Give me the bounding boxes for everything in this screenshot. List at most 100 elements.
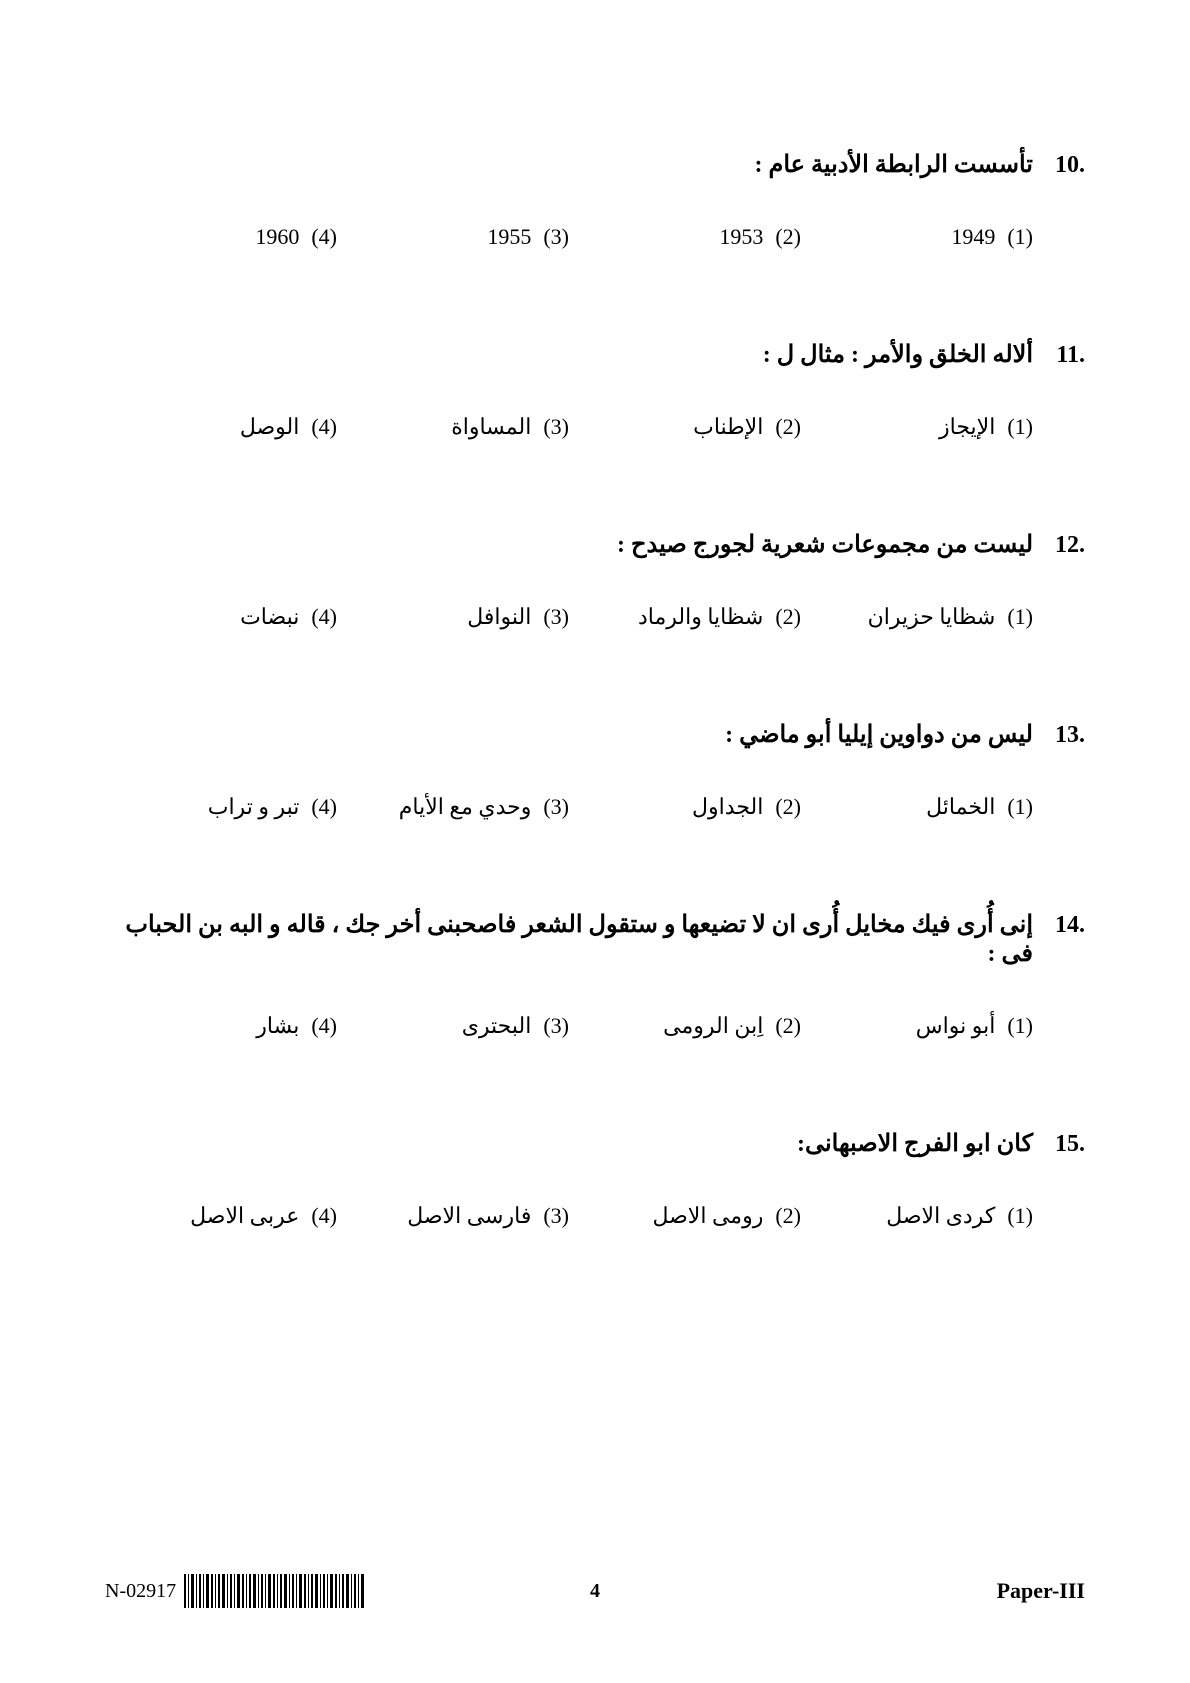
option-number: (2) bbox=[775, 794, 801, 820]
option-text: 1949 bbox=[951, 224, 995, 250]
option-number: (3) bbox=[543, 1203, 569, 1229]
option-number: (1) bbox=[1007, 794, 1033, 820]
question-line: .12 ليست من مجموعات شعرية لجورج صيدح : bbox=[105, 530, 1085, 559]
option-1: (1) 1949 bbox=[801, 224, 1033, 250]
question-13: .13 ليس من دواوين إيليا أبو ماضي : (1) ا… bbox=[105, 720, 1085, 820]
option-3: (3) النوافل bbox=[337, 604, 569, 630]
option-number: (1) bbox=[1007, 604, 1033, 630]
option-4: (4) نبضات bbox=[105, 604, 337, 630]
option-text: رومى الاصل bbox=[652, 1203, 763, 1229]
option-text: اِبن الرومى bbox=[663, 1013, 763, 1039]
question-number: .13 bbox=[1033, 722, 1085, 749]
option-text: البحترى bbox=[462, 1013, 532, 1039]
exam-code: N-02917 bbox=[105, 1580, 176, 1603]
option-text: 1960 bbox=[255, 224, 299, 250]
option-3: (3) البحترى bbox=[337, 1013, 569, 1039]
option-text: شظايا حزيران bbox=[868, 604, 996, 630]
question-line: .11 ألاله الخلق والأمر : مثال ل : bbox=[105, 340, 1085, 369]
option-text: نبضات bbox=[240, 604, 299, 630]
option-4: (4) تبر و تراب bbox=[105, 794, 337, 820]
option-text: بشار bbox=[256, 1013, 299, 1039]
option-text: فارسى الاصل bbox=[407, 1203, 531, 1229]
question-number: .15 bbox=[1033, 1131, 1085, 1158]
option-2: (2) شظايا والرماد bbox=[569, 604, 801, 630]
option-number: (4) bbox=[311, 604, 337, 630]
options-row: (1) أبو نواس (2) اِبن الرومى (3) البحترى… bbox=[105, 1013, 1085, 1039]
question-line: .10 تأسست الرابطة الأدبية عام : bbox=[105, 150, 1085, 179]
option-4: (4) عربى الاصل bbox=[105, 1203, 337, 1229]
option-text: شظايا والرماد bbox=[638, 604, 763, 630]
option-4: (4) الوصل bbox=[105, 414, 337, 440]
option-1: (1) أبو نواس bbox=[801, 1013, 1033, 1039]
question-number: .14 bbox=[1033, 912, 1085, 939]
option-number: (2) bbox=[775, 414, 801, 440]
question-line: .15 كان ابو الفرج الاصبهانى: bbox=[105, 1129, 1085, 1158]
option-number: (4) bbox=[311, 1013, 337, 1039]
question-11: .11 ألاله الخلق والأمر : مثال ل : (1) ال… bbox=[105, 340, 1085, 440]
option-text: الجداول bbox=[692, 794, 763, 820]
paper-label: Paper-III bbox=[997, 1578, 1085, 1604]
option-1: (1) شظايا حزيران bbox=[801, 604, 1033, 630]
question-12: .12 ليست من مجموعات شعرية لجورج صيدح : (… bbox=[105, 530, 1085, 630]
option-2: (2) اِبن الرومى bbox=[569, 1013, 801, 1039]
option-number: (3) bbox=[543, 794, 569, 820]
option-2: (2) الإطناب bbox=[569, 414, 801, 440]
option-number: (2) bbox=[775, 1013, 801, 1039]
options-row: (1) الإيجاز (2) الإطناب (3) المساواة (4)… bbox=[105, 414, 1085, 440]
option-text: المساواة bbox=[451, 414, 531, 440]
questions-container: .10 تأسست الرابطة الأدبية عام : (1) 1949… bbox=[105, 150, 1085, 1229]
question-text: تأسست الرابطة الأدبية عام : bbox=[105, 150, 1033, 179]
option-number: (4) bbox=[311, 794, 337, 820]
question-line: .13 ليس من دواوين إيليا أبو ماضي : bbox=[105, 720, 1085, 749]
option-3: (3) وحدي مع الأيام bbox=[337, 794, 569, 820]
page-number: 4 bbox=[590, 1580, 600, 1603]
option-number: (3) bbox=[543, 604, 569, 630]
option-text: الإطناب bbox=[693, 414, 763, 440]
option-number: (3) bbox=[543, 224, 569, 250]
option-number: (1) bbox=[1007, 1013, 1033, 1039]
option-text: عربى الاصل bbox=[190, 1203, 299, 1229]
option-text: النوافل bbox=[467, 604, 531, 630]
option-1: (1) الإيجاز bbox=[801, 414, 1033, 440]
option-text: الإيجاز bbox=[939, 414, 995, 440]
options-row: (1) كردى الاصل (2) رومى الاصل (3) فارسى … bbox=[105, 1203, 1085, 1229]
options-row: (1) الخمائل (2) الجداول (3) وحدي مع الأي… bbox=[105, 794, 1085, 820]
question-15: .15 كان ابو الفرج الاصبهانى: (1) كردى ال… bbox=[105, 1129, 1085, 1229]
question-number: .11 bbox=[1033, 342, 1085, 369]
options-row: (1) 1949 (2) 1953 (3) 1955 (4) 1960 bbox=[105, 224, 1085, 250]
option-text: الوصل bbox=[240, 414, 300, 440]
option-3: (3) المساواة bbox=[337, 414, 569, 440]
option-text: الخمائل bbox=[926, 794, 995, 820]
question-text: كان ابو الفرج الاصبهانى: bbox=[105, 1129, 1033, 1158]
question-line: .14 إنى أُرى فيك مخايل أُرى ان لا تضيعها… bbox=[105, 910, 1085, 968]
option-number: (2) bbox=[775, 1203, 801, 1229]
footer-right: N-02917 bbox=[105, 1574, 364, 1608]
option-2: (2) رومى الاصل bbox=[569, 1203, 801, 1229]
option-text: وحدي مع الأيام bbox=[399, 794, 532, 820]
question-text: إنى أُرى فيك مخايل أُرى ان لا تضيعها و س… bbox=[105, 910, 1033, 968]
option-number: (2) bbox=[775, 224, 801, 250]
option-text: تبر و تراب bbox=[208, 794, 300, 820]
option-text: 1955 bbox=[487, 224, 531, 250]
option-number: (3) bbox=[543, 414, 569, 440]
option-number: (2) bbox=[775, 604, 801, 630]
question-10: .10 تأسست الرابطة الأدبية عام : (1) 1949… bbox=[105, 150, 1085, 250]
question-number: .12 bbox=[1033, 532, 1085, 559]
question-number: .10 bbox=[1033, 152, 1085, 179]
option-4: (4) 1960 bbox=[105, 224, 337, 250]
page-footer: Paper-III 4 N-02917 bbox=[105, 1574, 1085, 1608]
option-text: 1953 bbox=[719, 224, 763, 250]
option-3: (3) 1955 bbox=[337, 224, 569, 250]
option-number: (4) bbox=[311, 414, 337, 440]
option-text: أبو نواس bbox=[916, 1013, 996, 1039]
option-number: (3) bbox=[543, 1013, 569, 1039]
options-row: (1) شظايا حزيران (2) شظايا والرماد (3) ا… bbox=[105, 604, 1085, 630]
option-3: (3) فارسى الاصل bbox=[337, 1203, 569, 1229]
option-1: (1) الخمائل bbox=[801, 794, 1033, 820]
question-14: .14 إنى أُرى فيك مخايل أُرى ان لا تضيعها… bbox=[105, 910, 1085, 1039]
option-4: (4) بشار bbox=[105, 1013, 337, 1039]
option-number: (1) bbox=[1007, 224, 1033, 250]
option-text: كردى الاصل bbox=[886, 1203, 995, 1229]
option-number: (1) bbox=[1007, 414, 1033, 440]
question-text: ليس من دواوين إيليا أبو ماضي : bbox=[105, 720, 1033, 749]
